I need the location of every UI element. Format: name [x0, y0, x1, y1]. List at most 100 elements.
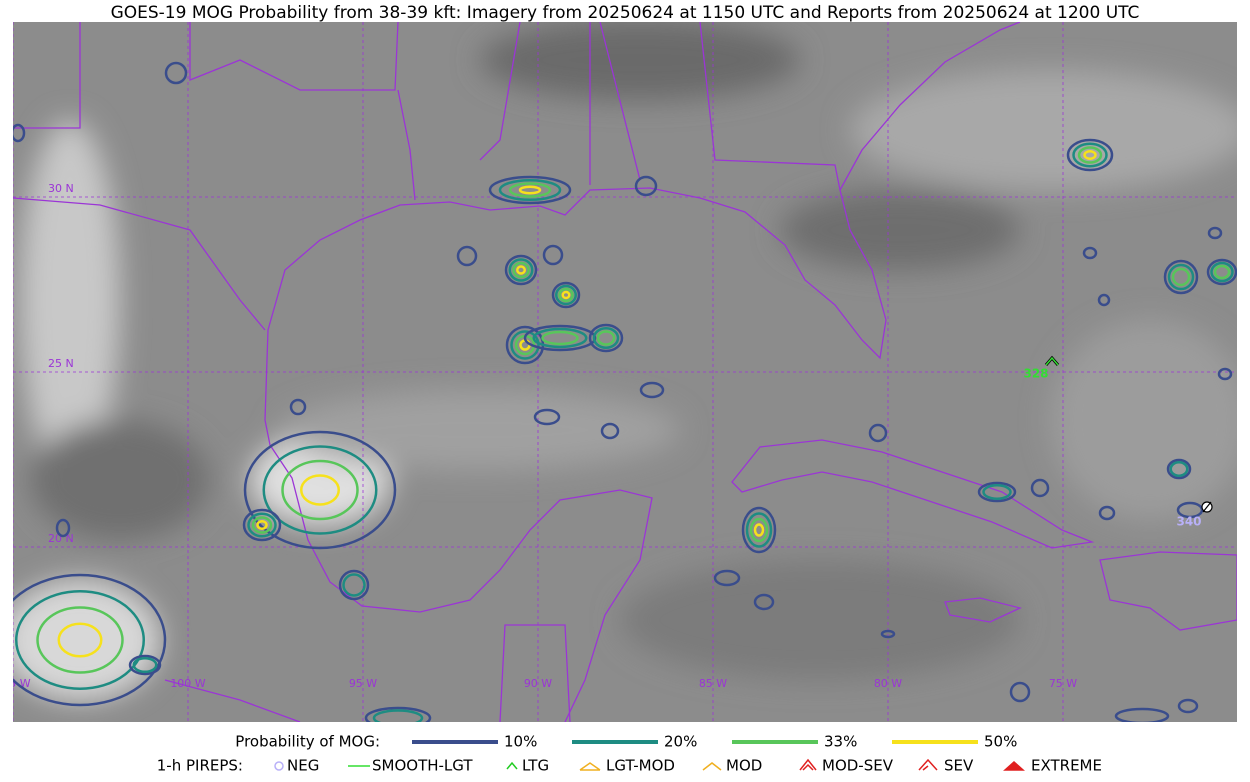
- legend-label: 50%: [984, 733, 1017, 751]
- legend: Probability of MOG: 10% 20% 33% 50% 1-h PIREP…: [157, 733, 1102, 775]
- lon-label: 90 W: [524, 677, 552, 690]
- legend-symbol: [1003, 760, 1025, 771]
- lat-label: 20 N: [48, 532, 74, 545]
- contour: [55, 518, 71, 538]
- contour: [741, 506, 777, 554]
- contour: [242, 508, 282, 542]
- title: GOES-19 MOG Probability from 38-39 kft: …: [111, 3, 1140, 23]
- report-symbol: [1045, 356, 1059, 366]
- legend-symbol: [702, 762, 722, 771]
- contour: [1167, 263, 1195, 291]
- lon-label: 100 W: [170, 677, 205, 690]
- contour: [749, 517, 769, 543]
- contour: [588, 323, 624, 353]
- contour: [1072, 142, 1108, 168]
- contour: [251, 516, 273, 534]
- contour: [1207, 226, 1223, 240]
- contour: [262, 445, 378, 535]
- contour: [1098, 505, 1116, 521]
- report-symbol: [1202, 501, 1212, 513]
- contour: [533, 408, 561, 426]
- contour: [542, 244, 564, 266]
- contour: [488, 175, 572, 205]
- legend-label: EXTREME: [1031, 757, 1102, 775]
- contour: [753, 523, 765, 537]
- contour: [516, 265, 526, 275]
- contour: [342, 573, 366, 597]
- contour: [532, 327, 588, 349]
- contour: [561, 290, 571, 300]
- contour: [753, 593, 775, 611]
- legend-symbol: [579, 762, 601, 771]
- contour: [132, 657, 158, 673]
- contour: [745, 512, 773, 548]
- contour: [372, 709, 424, 722]
- contour: [541, 330, 579, 346]
- contour: [164, 61, 188, 85]
- legend-label: SMOOTH-LGT: [372, 757, 473, 775]
- contour: [1077, 146, 1103, 164]
- lat-label: 30 N: [48, 182, 74, 195]
- contour: [1009, 681, 1031, 703]
- contour: [551, 281, 581, 309]
- contour: [639, 381, 665, 399]
- contour: [1171, 267, 1191, 287]
- contour: [364, 706, 432, 722]
- contour: [868, 423, 888, 443]
- contour: [247, 512, 277, 538]
- contour: [713, 569, 741, 587]
- contour: [13, 573, 167, 707]
- mog-contours: [13, 61, 1237, 722]
- contour: [558, 287, 574, 303]
- legend-label: 20%: [664, 733, 697, 751]
- contour: [1066, 138, 1114, 172]
- legend-label: 33%: [824, 733, 857, 751]
- contour: [57, 622, 103, 658]
- legend-label: NEG: [287, 757, 319, 775]
- lon-label: 80 W: [874, 677, 902, 690]
- contour: [1176, 501, 1204, 519]
- contour: [510, 330, 540, 360]
- contour: [281, 459, 359, 521]
- contour: [1030, 478, 1050, 498]
- contour: [504, 254, 538, 286]
- legend-label: SEV: [944, 757, 974, 775]
- legend-symbol: [506, 761, 518, 770]
- contour: [1083, 150, 1097, 160]
- contour: [36, 606, 124, 674]
- contour: [15, 590, 145, 690]
- lon-label: 95 W: [349, 677, 377, 690]
- contour: [1217, 367, 1233, 381]
- contour: [1114, 707, 1170, 722]
- contour: [1206, 258, 1237, 286]
- graticule: 30 N 25 N 20 N 105 W 100 W 95 W 90 W 85 W 80 W 75…: [0, 22, 1237, 722]
- contour: [977, 481, 1017, 503]
- contour: [1163, 259, 1199, 295]
- contour: [508, 182, 552, 198]
- contour: [456, 245, 478, 267]
- pirep-reports: 328 340: [1023, 355, 1213, 529]
- lon-label: 105 W: [0, 677, 31, 690]
- contour: [256, 520, 268, 530]
- contour: [243, 430, 397, 550]
- legend-symbol: [274, 761, 284, 771]
- contour: [338, 569, 370, 601]
- contour: [289, 398, 307, 416]
- contour: [512, 261, 530, 279]
- contour: [596, 330, 616, 346]
- legend-label: MOD: [726, 757, 762, 775]
- legend-label: 10%: [504, 733, 537, 751]
- contour: [555, 284, 577, 306]
- legend-title: Probability of MOG:: [235, 733, 380, 751]
- contour: [1210, 261, 1234, 283]
- contour: [1082, 246, 1098, 260]
- contour: [600, 422, 620, 440]
- contour: [300, 474, 340, 506]
- contour: [518, 185, 542, 195]
- contour: [13, 123, 26, 143]
- legend-label: LTG: [522, 757, 549, 775]
- contour: [880, 629, 896, 639]
- contour: [1169, 461, 1189, 477]
- contour: [1097, 293, 1111, 307]
